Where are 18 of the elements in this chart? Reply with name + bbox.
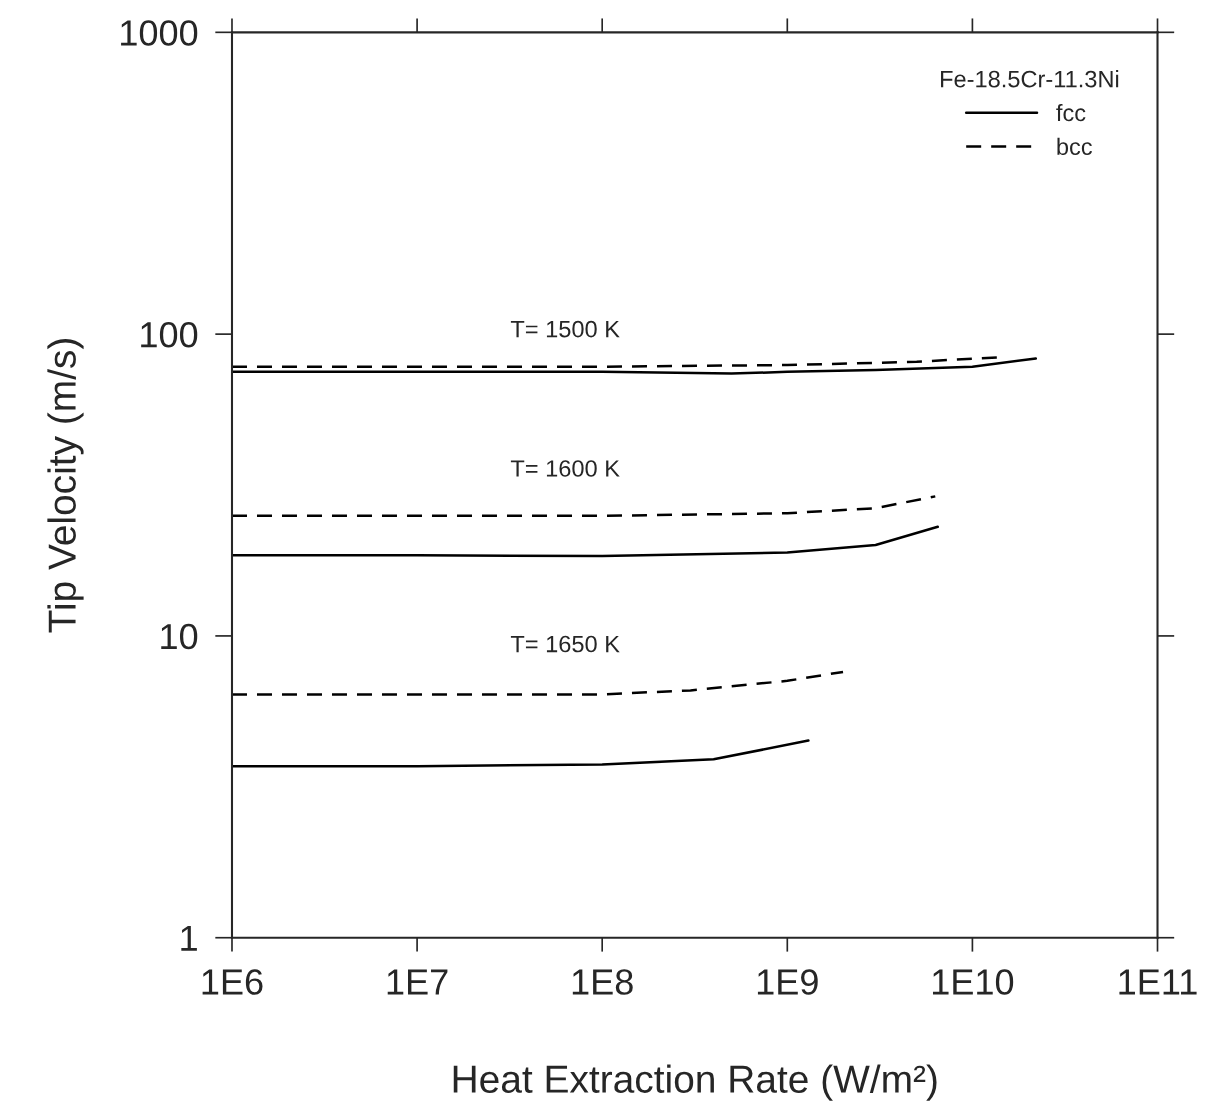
x-tick-label: 1E6 xyxy=(202,969,263,995)
y-tick-label: 10 xyxy=(161,623,198,650)
annotation: T= 1600 K xyxy=(510,460,620,477)
y-tick-label: 1 xyxy=(181,925,197,951)
legend-title: Fe-18.5Cr-11.3Ni xyxy=(941,70,1119,88)
legend-label: bcc xyxy=(1057,137,1093,156)
x-tick-label: 1E9 xyxy=(757,969,818,995)
x-axis-title: Heat Extraction Rate (W/m²) xyxy=(453,1064,937,1101)
annotation: T= 1500 K xyxy=(510,320,620,338)
x-tick-label: 1E10 xyxy=(932,969,1014,995)
x-tick-label: 1E7 xyxy=(387,969,448,995)
y-tick-label: 100 xyxy=(141,322,198,348)
x-tick-label: 1E11 xyxy=(1119,969,1197,995)
legend-label: fcc xyxy=(1056,103,1086,122)
y-axis-title: Tip Velocity (m/s) xyxy=(47,339,84,633)
y-tick-label: 1000 xyxy=(121,20,198,46)
x-tick-label: 1E8 xyxy=(572,969,633,995)
annotation: T= 1650 K xyxy=(510,635,620,653)
